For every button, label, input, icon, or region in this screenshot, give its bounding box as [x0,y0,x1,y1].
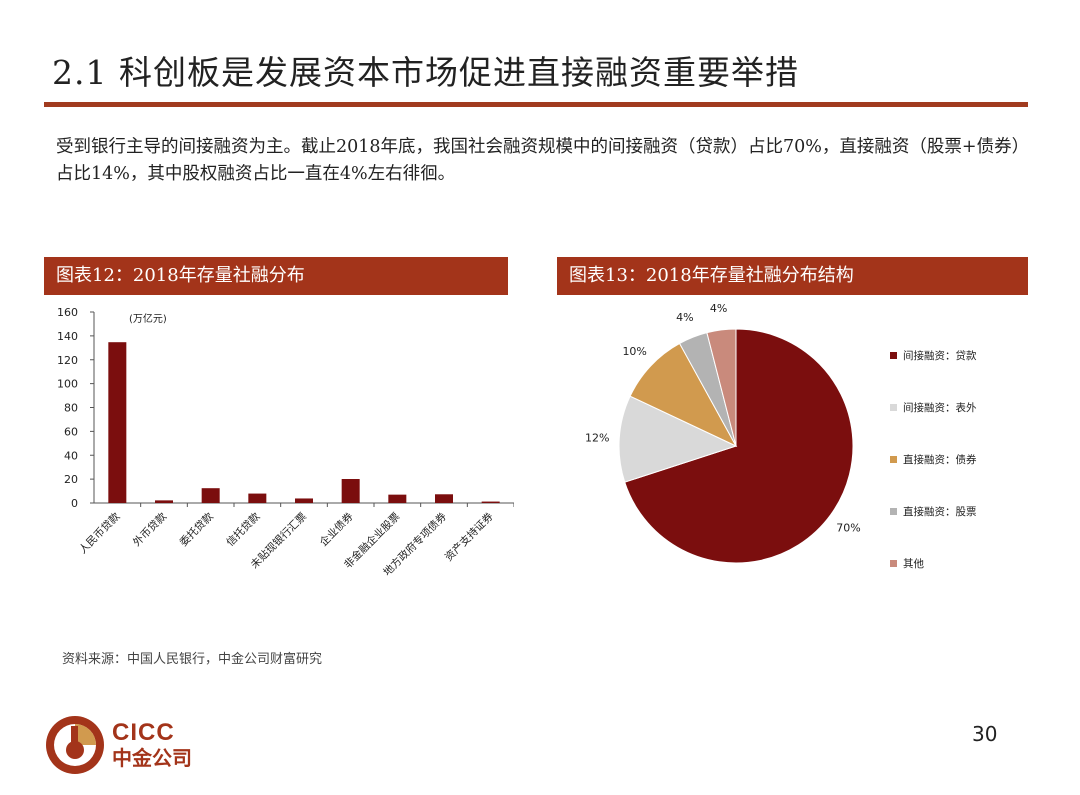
slice-label: 12% [585,431,609,444]
cicc-logo-icon [46,716,104,774]
legend-swatch [890,560,897,567]
y-tick-label: 40 [64,449,78,462]
legend-label: 其他 [903,557,924,570]
legend-label: 直接融资：债券 [903,453,977,466]
legend-swatch [890,508,897,515]
pie-chart-title: 图表13：2018年存量社融分布结构 [557,257,1028,295]
slice-label: 10% [622,345,646,358]
legend-label: 间接融资：表外 [903,401,977,414]
unit-label: (万亿元) [129,312,167,325]
category-label: 委托贷款 [177,510,216,549]
bar [481,501,500,503]
bar [341,479,360,503]
y-tick-label: 80 [64,402,78,415]
bar [248,493,267,503]
bar-chart-title: 图表12：2018年存量社融分布 [44,257,508,295]
y-tick-label: 160 [57,306,78,319]
title-divider [44,102,1028,107]
slice-label: 70% [836,522,860,535]
legend-swatch [890,404,897,411]
legend-swatch [890,352,897,359]
category-label: 外币贷款 [130,510,169,549]
brand-logo-text: CICC 中金公司 [112,719,192,771]
y-tick-label: 20 [64,473,78,486]
category-label: 信托贷款 [224,510,263,549]
bar [155,500,173,503]
bar [435,494,453,503]
pie-slice [706,328,737,447]
pie-slice [618,395,738,483]
bar [295,498,313,503]
bar [388,494,407,503]
y-tick-label: 120 [57,354,78,367]
pie-slice [624,328,854,564]
pie-chart: 70% 12% 10% 4% 4% 间接融资：贷款间接融资：表外直接融资：债券直接融资：股… [585,302,977,570]
pie-slice [629,342,738,448]
page-title: 2.1 科创板是发展资本市场促进直接融资重要举措 [52,53,799,92]
intro-paragraph: 受到银行主导的间接融资为主。截止2018年底，我国社会融资规模中的间接融资（贷款… [56,137,1021,184]
bar [201,488,220,503]
y-tick-label: 100 [57,378,78,391]
source-note: 资料来源：中国人民银行，中金公司财富研究 [62,652,323,667]
page-number: 30 [972,722,998,746]
slice-label: 4% [676,311,693,324]
logo-chinese: 中金公司 [112,746,192,770]
category-label: 人民币贷款 [76,510,123,557]
y-tick-label: 140 [57,330,78,343]
legend-swatch [890,456,897,463]
y-tick-label: 0 [71,497,78,510]
y-tick-label: 60 [64,425,78,438]
category-label: 资产支持证券 [442,510,496,564]
legend-label: 直接融资：股票 [903,505,977,518]
legend-label: 间接融资：贷款 [903,349,977,362]
bar-chart: 0 20 40 60 80 100 120 140 160 (万亿元) 人民币贷款 外币贷款 委托贷款信… [57,306,514,579]
slice-label: 4% [710,302,727,315]
logo-english: CICC [112,719,175,746]
category-label: 企业债券 [317,510,356,549]
bar [108,342,127,503]
